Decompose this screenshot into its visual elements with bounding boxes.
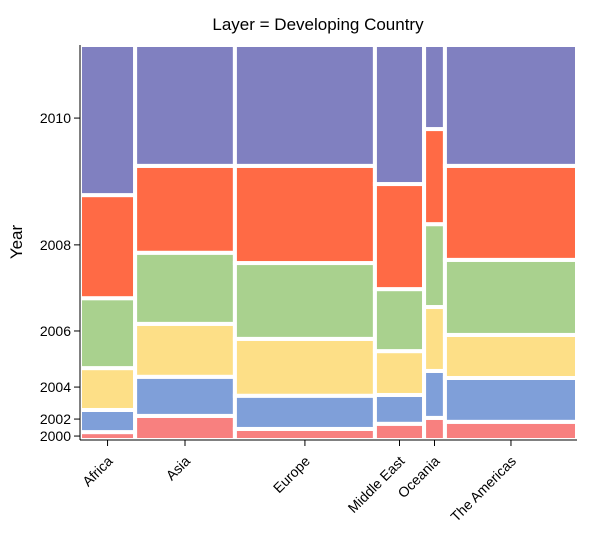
- mosaic-tile: [442, 332, 580, 380]
- mosaic-tile: [372, 349, 427, 397]
- mosaic-tile: [133, 413, 237, 442]
- mosaic-tile: [133, 163, 237, 255]
- mosaic-tile: [232, 43, 377, 168]
- mosaic-tile: [442, 43, 580, 168]
- x-tick-label: The Americas: [447, 453, 519, 525]
- mosaic-tile: [442, 257, 580, 337]
- mosaic-tile: [133, 250, 237, 326]
- mosaic-tile: [422, 127, 447, 227]
- mosaic-tile: [232, 393, 377, 431]
- mosaic-tile: [372, 421, 427, 442]
- x-tick-label: Middle East: [345, 453, 408, 516]
- mosaic-tile: [133, 321, 237, 379]
- x-tick-label: Europe: [270, 453, 313, 496]
- mosaic-tile: [78, 193, 138, 301]
- mosaic-tile: [442, 163, 580, 262]
- y-axis-label: Year: [7, 224, 26, 259]
- mosaic-tile: [372, 287, 427, 354]
- mosaic-tile: [372, 392, 427, 426]
- y-tick-label: 2002: [40, 411, 71, 427]
- mosaic-tile: [133, 374, 237, 418]
- y-tick-label: 2008: [40, 237, 71, 253]
- mosaic-tile: [422, 43, 447, 132]
- mosaic-tile: [78, 407, 138, 435]
- mosaic-tile: [422, 222, 447, 310]
- y-tick-label: 2010: [40, 110, 71, 126]
- mosaic-tile: [232, 261, 377, 341]
- mosaic-tile: [78, 296, 138, 371]
- y-tick-label: 2006: [40, 323, 71, 339]
- mosaic-tile: [78, 366, 138, 412]
- y-tick-label: 2000: [40, 428, 71, 444]
- mosaic-tile: [78, 43, 138, 198]
- x-tick-label: Asia: [163, 453, 194, 484]
- chart-title: Layer = Developing Country: [212, 15, 424, 34]
- mosaic-tile: [372, 182, 427, 292]
- mosaic-tile: [422, 305, 447, 373]
- x-tick-label: Africa: [79, 453, 116, 490]
- mosaic-tile: [422, 368, 447, 420]
- mosaic-tile: [133, 43, 237, 168]
- mosaic-tile: [372, 43, 427, 187]
- mosaic-tile: [442, 375, 580, 424]
- mosaic-tile: [422, 415, 447, 443]
- mosaic-tile: [442, 419, 580, 442]
- mosaic-tile: [232, 336, 377, 398]
- mosaic-tile: [232, 163, 377, 266]
- y-tick-label: 2004: [40, 379, 71, 395]
